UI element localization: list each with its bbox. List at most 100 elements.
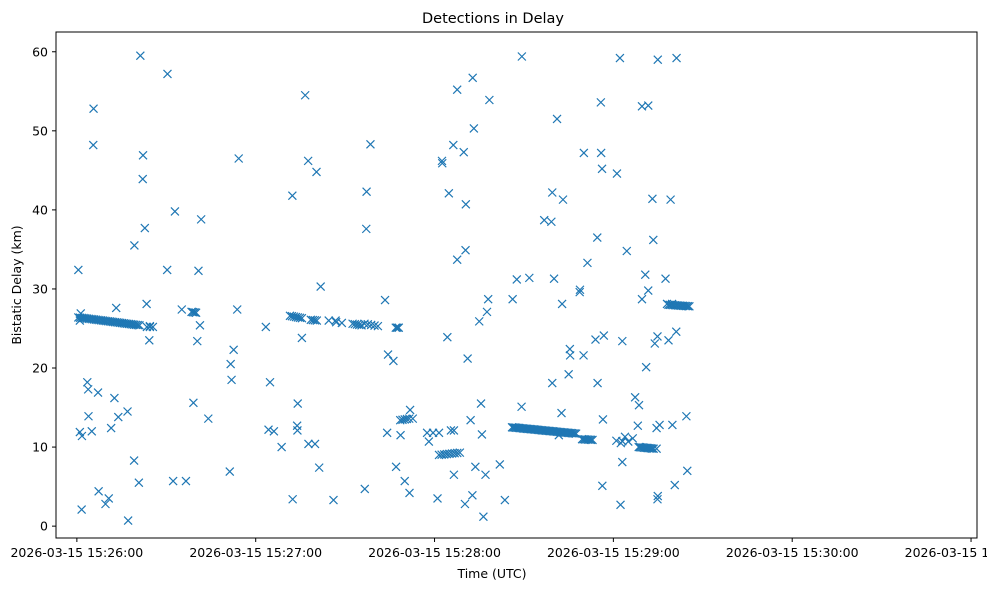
x-tick-label: 2026-03-15 15:31:00	[905, 545, 987, 560]
data-point-marker	[546, 217, 556, 227]
data-point-marker	[570, 429, 580, 438]
data-point-marker	[482, 307, 492, 317]
data-point-marker	[265, 377, 275, 387]
data-point-marker	[424, 437, 434, 446]
data-point-marker	[394, 323, 404, 333]
data-point-marker	[463, 354, 473, 363]
data-point-marker	[512, 275, 522, 284]
data-point-marker	[593, 378, 602, 388]
data-point-marker	[168, 476, 178, 486]
data-point-marker	[661, 274, 670, 284]
data-point-marker	[481, 470, 490, 480]
data-point-marker	[452, 255, 462, 265]
data-point-marker	[361, 224, 371, 234]
data-point-marker	[383, 350, 393, 359]
data-point-marker	[227, 375, 236, 385]
y-axis-label: Bistatic Delay (km)	[9, 225, 24, 344]
data-point-marker	[643, 286, 653, 295]
data-point-marker	[82, 377, 92, 387]
data-point-marker	[264, 425, 273, 435]
data-point-marker	[84, 411, 93, 421]
data-point-marker	[391, 323, 401, 333]
data-point-marker	[653, 491, 663, 501]
data-point-marker	[113, 412, 123, 422]
data-point-marker	[547, 378, 557, 388]
data-point-marker	[585, 435, 594, 445]
data-point-marker	[331, 317, 341, 327]
data-point-marker	[683, 301, 693, 311]
data-point-marker	[579, 148, 589, 158]
data-point-marker	[287, 191, 297, 201]
data-point-marker	[135, 320, 144, 330]
data-point-marker	[623, 437, 633, 446]
data-point-marker	[455, 448, 465, 458]
data-point-marker	[138, 174, 148, 184]
x-tick-label: 2026-03-15 15:30:00	[726, 545, 859, 560]
data-point-marker	[459, 147, 469, 157]
data-point-marker	[382, 428, 392, 438]
data-point-marker	[140, 223, 150, 233]
data-point-marker	[575, 287, 585, 297]
data-point-marker	[170, 207, 180, 216]
data-point-marker	[261, 322, 271, 332]
data-point-marker	[277, 442, 287, 452]
data-point-marker	[101, 499, 110, 509]
data-point-marker	[468, 73, 478, 83]
data-point-marker	[188, 398, 198, 408]
data-point-marker	[400, 476, 410, 486]
data-point-marker	[640, 270, 650, 280]
y-tick-label: 0	[40, 519, 48, 534]
data-point-marker	[653, 494, 662, 504]
data-point-marker	[316, 282, 326, 292]
data-point-marker	[87, 426, 97, 436]
data-point-marker	[226, 359, 236, 369]
data-point-marker	[145, 322, 155, 332]
data-point-marker	[643, 101, 653, 110]
data-point-marker	[331, 316, 341, 326]
data-point-marker	[575, 285, 585, 295]
data-point-marker	[144, 335, 154, 345]
data-point-marker	[312, 316, 322, 326]
data-point-marker	[591, 335, 600, 344]
data-point-marker	[437, 156, 447, 166]
data-point-marker	[131, 320, 141, 330]
data-point-marker	[195, 320, 205, 330]
x-axis-label: Time (UTC)	[456, 566, 526, 581]
data-point-marker	[303, 156, 313, 166]
data-point-marker	[370, 321, 379, 330]
data-point-marker	[653, 331, 662, 341]
data-point-marker	[647, 194, 657, 204]
data-point-marker	[615, 53, 625, 63]
data-point-marker	[667, 420, 677, 430]
data-point-marker	[558, 195, 568, 205]
data-point-marker	[446, 426, 456, 435]
data-point-marker	[269, 426, 279, 436]
data-point-marker	[634, 400, 644, 410]
plot-area: 0 10 20 30 40 50 60 2026-03-15 15:26:00 2026-03-…	[10, 31, 987, 560]
data-point-marker	[583, 258, 592, 268]
data-point-marker	[388, 356, 398, 366]
data-point-marker	[444, 188, 454, 198]
data-point-marker	[598, 414, 608, 424]
data-point-marker	[633, 421, 643, 431]
data-point-marker	[476, 399, 486, 409]
data-point-marker	[405, 488, 414, 498]
data-point-marker	[599, 331, 609, 341]
data-point-marker	[586, 435, 596, 445]
data-point-marker	[549, 274, 559, 284]
data-point-marker	[672, 53, 681, 63]
data-point-marker	[517, 402, 526, 412]
data-point-marker	[484, 95, 494, 105]
data-point-marker	[73, 265, 83, 275]
data-point-marker	[650, 339, 660, 348]
data-point-marker	[123, 407, 132, 416]
data-point-marker	[404, 414, 414, 424]
data-point-marker	[83, 384, 93, 394]
data-point-marker	[94, 486, 104, 496]
data-point-marker	[396, 430, 405, 440]
data-point-marker	[681, 411, 691, 421]
data-point-marker	[162, 265, 172, 275]
data-point-marker	[192, 336, 202, 346]
data-point-marker	[684, 301, 694, 311]
